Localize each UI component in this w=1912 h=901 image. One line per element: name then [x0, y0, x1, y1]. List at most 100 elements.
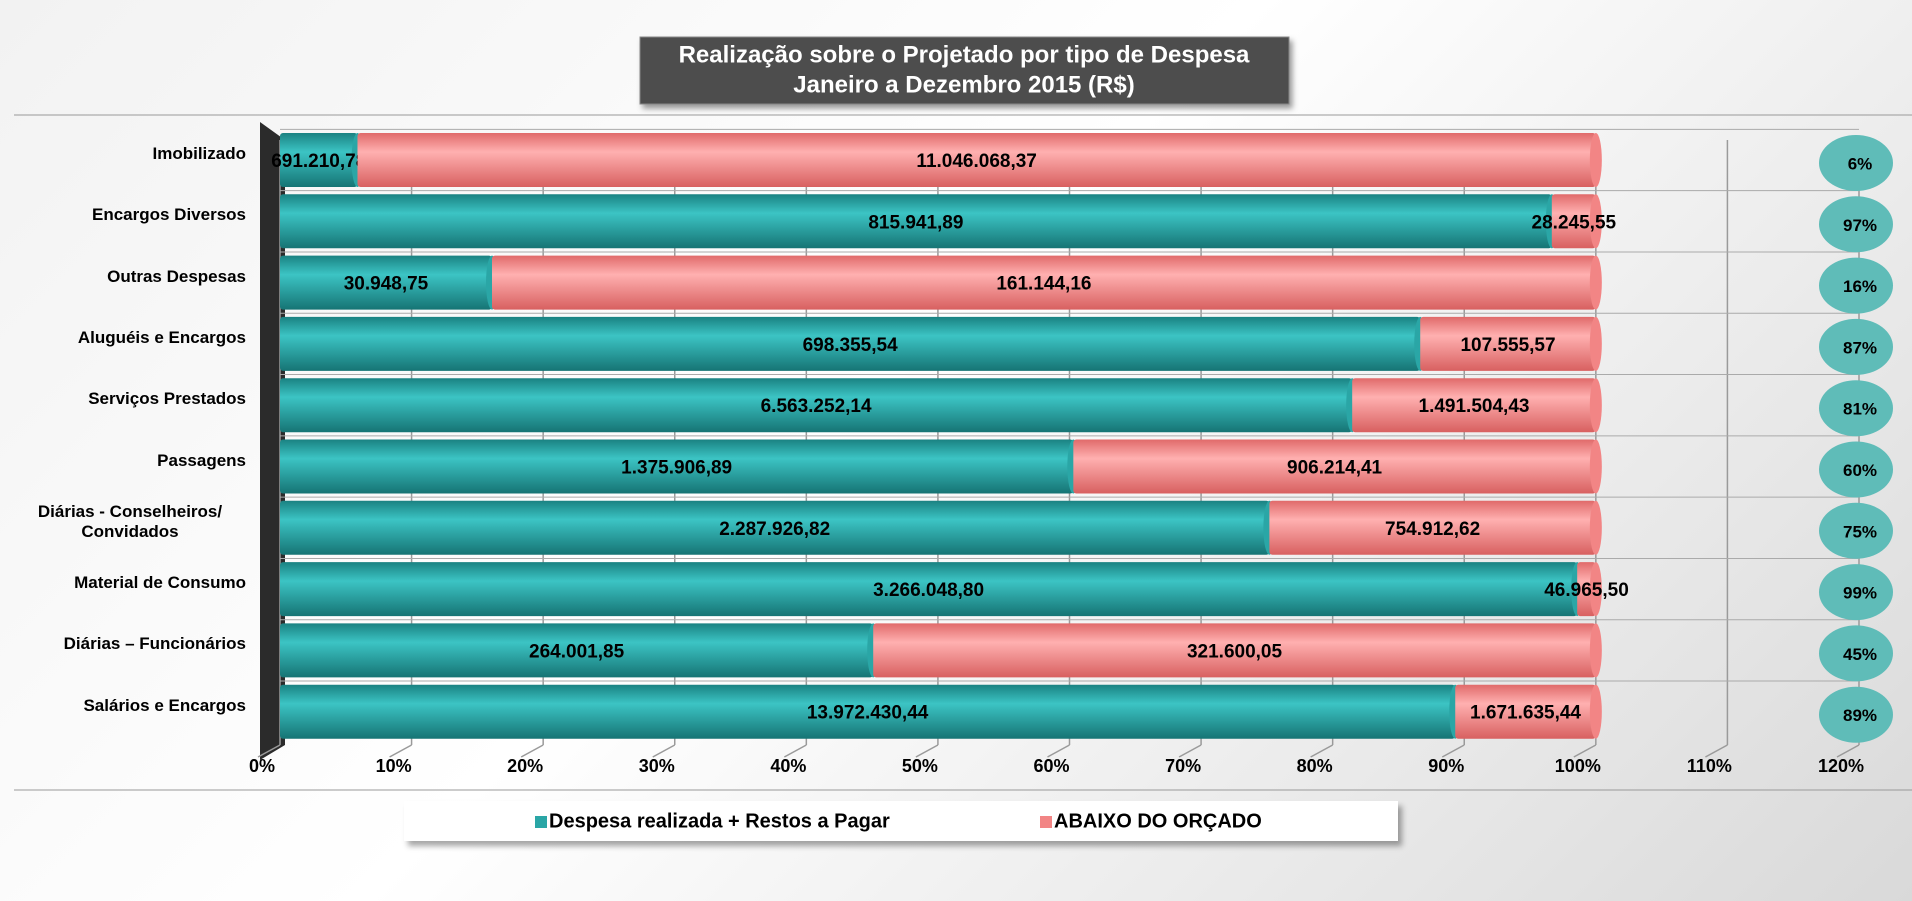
share-label: 75%	[1843, 522, 1877, 541]
bar-cap	[1589, 562, 1602, 617]
tick-mark	[1441, 744, 1465, 758]
share-label: 97%	[1843, 216, 1877, 235]
share-bubble	[1819, 318, 1893, 375]
bar-segment	[491, 255, 1596, 310]
x-tick-label: 50%	[902, 756, 938, 776]
share-label: 81%	[1843, 400, 1877, 419]
tick-mark	[915, 744, 939, 758]
bar-segment	[280, 562, 1578, 617]
x-tick-label: 30%	[639, 756, 675, 776]
share-label: 99%	[1843, 584, 1877, 603]
share-bubble	[1819, 135, 1893, 191]
data-label: 3.266.048,80	[873, 580, 984, 601]
bar-segment	[280, 316, 1421, 371]
bar-cap	[1589, 439, 1602, 494]
title-box	[639, 36, 1290, 105]
data-label: 46.965,50	[1544, 580, 1629, 601]
chart-title: Realização sobre o Projetado por tipo de…	[679, 41, 1250, 68]
bar-segment	[280, 500, 1270, 555]
bar-cap	[1589, 378, 1602, 433]
legend-label: Despesa realizada + Restos a Pagar	[549, 810, 890, 832]
bar-segment	[1352, 378, 1596, 433]
share-bubble	[1819, 686, 1893, 743]
tick-mark	[1836, 744, 1860, 758]
x-tick-label: 80%	[1297, 756, 1333, 776]
legend-swatch	[535, 816, 547, 828]
data-label: 1.375.906,89	[621, 458, 732, 479]
data-label: 906.214,41	[1287, 458, 1383, 479]
tick-mark	[783, 744, 807, 758]
bar-segment	[280, 439, 1074, 494]
data-label: 264.001,85	[529, 641, 625, 662]
data-label: 30.948,75	[344, 274, 429, 295]
share-bubble	[1819, 564, 1893, 621]
y-tick-label: Diárias – Funcionários	[63, 634, 246, 654]
x-tick-label: 10%	[376, 756, 412, 776]
bar-segment	[280, 194, 1552, 249]
data-label: 815.941,89	[868, 212, 963, 233]
bar-segment	[1420, 316, 1596, 371]
data-label: 754.912,62	[1385, 519, 1480, 540]
bar-cap	[1589, 255, 1602, 310]
bar-cap	[1589, 133, 1602, 187]
bar-segment	[280, 623, 874, 678]
bar-segment	[280, 133, 358, 187]
x-tick-label: 40%	[770, 756, 806, 776]
share-label: 89%	[1843, 706, 1877, 725]
x-tick-label: 70%	[1165, 756, 1201, 776]
tick-mark	[1310, 744, 1334, 758]
bar-segment	[1551, 194, 1596, 249]
tick-mark	[1047, 744, 1070, 758]
bar-segment	[280, 684, 1456, 739]
share-bubble	[1819, 502, 1893, 559]
y-tick-label: Salários e Encargos	[83, 695, 246, 715]
axis-wall	[260, 122, 285, 760]
x-tick-label: 60%	[1033, 756, 1069, 776]
legend-swatch	[1040, 816, 1052, 828]
x-tick-label: 100%	[1555, 756, 1601, 776]
tick-mark	[1178, 744, 1202, 758]
share-label: 87%	[1843, 338, 1877, 357]
y-tick-label: Material de Consumo	[74, 573, 246, 593]
y-tick-label: Encargos Diversos	[91, 205, 246, 225]
y-tick-label: Imobilizado	[152, 144, 247, 163]
bar-segment	[1073, 439, 1596, 494]
y-tick-label: Diárias - Conselheiros/ Convidados	[37, 501, 223, 541]
share-bubble	[1819, 625, 1893, 682]
share-label: 16%	[1843, 277, 1877, 296]
tick-mark	[389, 744, 412, 758]
legend-box	[404, 801, 1398, 841]
share-bubble	[1819, 257, 1893, 314]
share-bubble	[1819, 196, 1893, 253]
tick-mark	[1573, 744, 1597, 758]
bar-segment	[1455, 684, 1596, 739]
share-label: 60%	[1843, 461, 1877, 480]
tick-mark	[257, 744, 281, 758]
y-tick-label: Aluguéis e Encargos	[77, 327, 246, 347]
data-label: 321.600,05	[1187, 641, 1283, 662]
tick-mark	[1705, 744, 1728, 758]
data-label: 691.210,78	[271, 151, 366, 172]
y-tick-label: Outras Despesas	[107, 266, 246, 286]
x-tick-label: 120%	[1818, 756, 1864, 776]
data-label: 13.972.430,44	[807, 703, 929, 724]
data-label: 1.671.635,44	[1470, 703, 1581, 724]
legend-label: ABAIXO DO ORÇADO	[1054, 810, 1262, 832]
data-label: 28.245,55	[1532, 212, 1617, 233]
data-label: 161.144,16	[996, 274, 1091, 295]
bar-cap	[1589, 623, 1602, 678]
x-tick-label: 90%	[1428, 756, 1464, 776]
bar-segment	[873, 623, 1596, 678]
bar-cap	[1589, 500, 1602, 555]
bar-segment	[357, 133, 1596, 187]
data-label: 6.563.252,14	[761, 396, 872, 417]
x-tick-label: 110%	[1687, 756, 1732, 776]
x-tick-label: 20%	[507, 756, 543, 776]
share-label: 45%	[1843, 645, 1877, 664]
data-label: 107.555,57	[1460, 335, 1555, 356]
share-label: 6%	[1848, 154, 1873, 173]
data-label: 11.046.068,37	[916, 151, 1036, 172]
bar-segment	[280, 255, 492, 310]
